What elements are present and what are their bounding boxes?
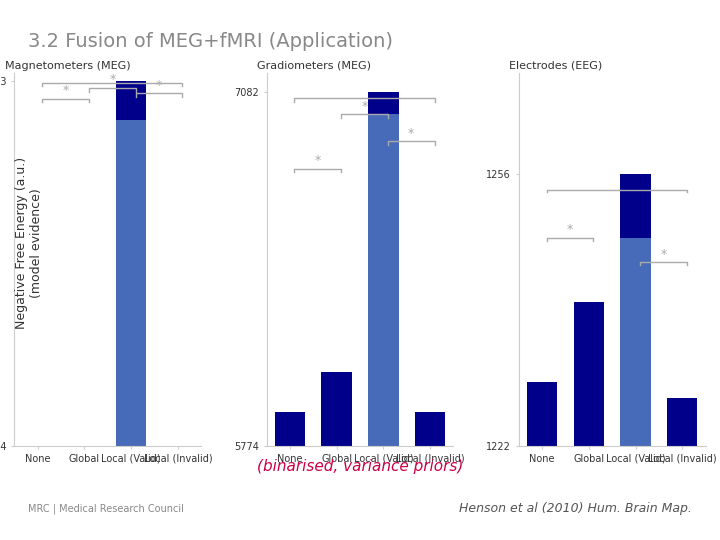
Text: *: *: [315, 154, 321, 167]
Text: *: *: [361, 99, 368, 113]
Bar: [368, 92, 399, 446]
Text: MRC: MRC: [534, 29, 578, 47]
Bar: [415, 412, 445, 446]
Text: *: *: [567, 224, 573, 237]
Text: (binarised, variance priors): (binarised, variance priors): [257, 460, 463, 475]
Text: *: *: [408, 127, 415, 140]
Bar: [69, 446, 99, 540]
Bar: [574, 302, 604, 446]
Text: *: *: [660, 247, 667, 260]
Text: *: *: [63, 84, 69, 97]
Text: MRC | Medical Research Council: MRC | Medical Research Council: [28, 503, 184, 514]
Bar: [116, 120, 146, 446]
Text: 3.2 Fusion of MEG+fMRI (Application): 3.2 Fusion of MEG+fMRI (Application): [28, 32, 393, 51]
Text: Negative Free Energy (a.u.)
(model evidence): Negative Free Energy (a.u.) (model evide…: [15, 157, 42, 329]
Bar: [22, 446, 53, 517]
Bar: [275, 412, 305, 446]
Text: Henson et al (2010) Hum. Brain Map.: Henson et al (2010) Hum. Brain Map.: [459, 502, 692, 515]
Bar: [116, 80, 146, 446]
Bar: [163, 446, 193, 517]
Bar: [667, 398, 698, 446]
Bar: [368, 114, 399, 446]
Text: Brain Sciences Unit: Brain Sciences Unit: [586, 45, 681, 55]
Text: Electrodes (EEG): Electrodes (EEG): [510, 61, 603, 71]
Text: *: *: [109, 73, 115, 86]
Text: Cognition and: Cognition and: [586, 21, 654, 31]
Bar: [621, 238, 651, 446]
Text: Gradiometers (MEG): Gradiometers (MEG): [257, 61, 372, 71]
Bar: [621, 174, 651, 446]
Bar: [527, 382, 557, 446]
Text: *: *: [156, 78, 162, 92]
Text: Magnetometers (MEG): Magnetometers (MEG): [5, 61, 131, 71]
Bar: [321, 372, 352, 446]
